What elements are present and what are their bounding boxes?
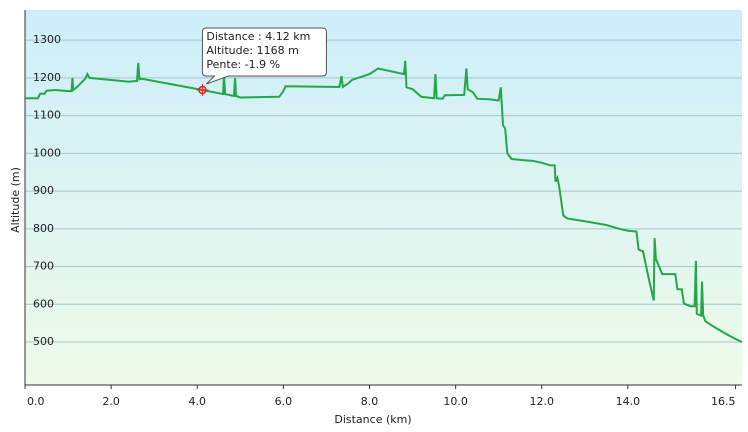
y-tick-label: 600 [33, 297, 54, 310]
x-axis-label: Distance (km) [334, 413, 411, 426]
x-tick-label: 16.5 [711, 395, 736, 408]
x-tick-label: 8.0 [361, 395, 379, 408]
y-axis-label: Altitude (m) [9, 167, 22, 233]
y-tick-label: 500 [33, 335, 54, 348]
tooltip-box [201, 27, 327, 85]
y-tick-label: 1100 [33, 109, 61, 122]
tooltip-text: Pente: -1.9 % [206, 58, 280, 71]
y-tick-label: 700 [33, 260, 54, 273]
y-tick-label: 1200 [33, 71, 61, 84]
y-tick-label: 1300 [33, 33, 61, 46]
x-tick-label: 10.0 [443, 395, 468, 408]
plot-area [25, 10, 742, 385]
x-tick-label: 0.0 [27, 395, 45, 408]
x-tick-label: 4.0 [189, 395, 207, 408]
y-tick-label: 1000 [33, 146, 61, 159]
y-tick-label: 900 [33, 184, 54, 197]
x-tick-label: 12.0 [530, 395, 555, 408]
x-tick-label: 6.0 [275, 395, 293, 408]
x-tick-label: 2.0 [102, 395, 120, 408]
tooltip-text: Distance : 4.12 km [206, 30, 310, 43]
x-tick-label: 14.0 [616, 395, 641, 408]
tooltip-text: Altitude: 1168 m [206, 44, 298, 57]
elevation-line [25, 60, 743, 343]
y-tick-label: 800 [33, 222, 54, 235]
